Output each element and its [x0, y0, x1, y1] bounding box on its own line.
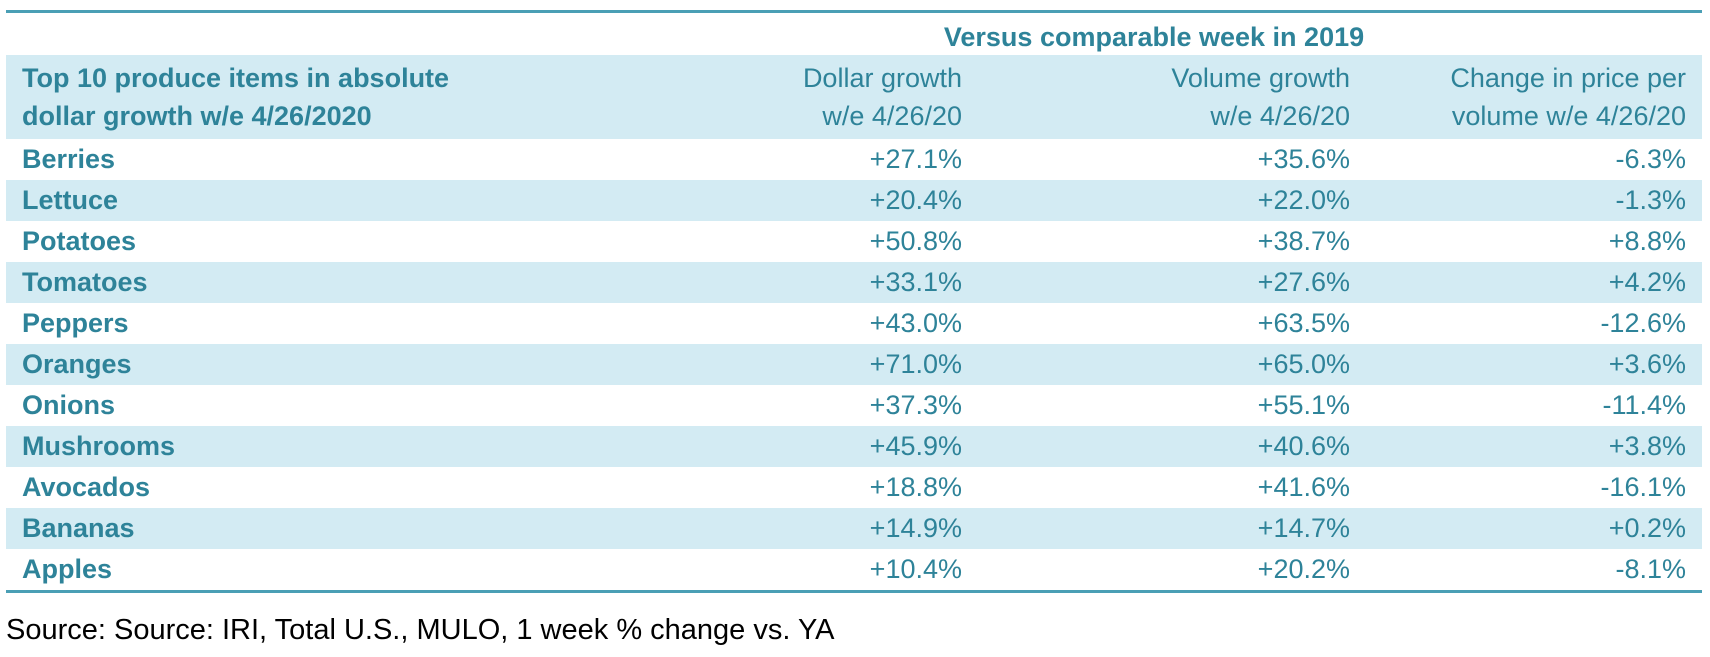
cell-volume-growth: +40.6% [978, 426, 1366, 467]
cell-price-change: +3.8% [1366, 426, 1702, 467]
cell-volume-growth: +20.2% [1257, 554, 1350, 584]
column-header-volume-growth-line-1: Volume growth [1171, 63, 1350, 93]
cell-volume-growth: +27.6% [978, 262, 1366, 303]
cell-price-change: -12.6% [1600, 308, 1686, 338]
source-note: Source: Source: IRI, Total U.S., MULO, 1… [6, 614, 835, 646]
cell-dollar-growth: +45.9% [606, 426, 978, 467]
cell-dollar-growth: +10.4% [869, 554, 962, 584]
cell-dollar-growth: +20.4% [606, 180, 978, 221]
table-row: Bananas +14.9% +14.7% +0.2% [6, 508, 1702, 549]
column-header-item: Top 10 produce items in absolute dollar … [6, 55, 606, 139]
column-header-price-change: Change in price per volume w/e 4/26/20 [1366, 55, 1702, 139]
cell-price-change: -8.1% [1615, 554, 1686, 584]
cell-dollar-growth: +14.9% [606, 508, 978, 549]
cell-price-change: -11.4% [1602, 390, 1686, 420]
cell-dollar-growth: +43.0% [869, 308, 962, 338]
cell-item: Potatoes [22, 226, 137, 256]
cell-volume-growth: +35.6% [1257, 144, 1350, 174]
cell-dollar-growth: +18.8% [869, 472, 962, 502]
table-row: Apples +10.4% +20.2% -8.1% [6, 549, 1702, 590]
table-row: Tomatoes +33.1% +27.6% +4.2% [6, 262, 1702, 303]
cell-item: Berries [22, 144, 116, 174]
column-header-volume-growth-line-2: w/e 4/26/20 [1210, 101, 1350, 131]
column-header-volume-growth: Volume growth w/e 4/26/20 [978, 55, 1366, 139]
cell-volume-growth: +38.7% [1257, 226, 1350, 256]
cell-volume-growth: +41.6% [1257, 472, 1350, 502]
cell-price-change: -1.3% [1366, 180, 1702, 221]
table-row: Avocados +18.8% +41.6% -16.1% [6, 467, 1702, 508]
cell-dollar-growth: +50.8% [869, 226, 962, 256]
column-header-price-change-line-2: volume w/e 4/26/20 [1451, 101, 1686, 131]
cell-dollar-growth: +27.1% [869, 144, 962, 174]
cell-dollar-growth: +37.3% [869, 390, 962, 420]
column-header-row: Top 10 produce items in absolute dollar … [6, 55, 1702, 139]
cell-item: Oranges [6, 344, 606, 385]
cell-volume-growth: +63.5% [1257, 308, 1350, 338]
cell-item: Lettuce [6, 180, 606, 221]
table-body: Berries +27.1% +35.6% -6.3% Lettuce +20.… [6, 139, 1702, 590]
table-row: Oranges +71.0% +65.0% +3.6% [6, 344, 1702, 385]
cell-volume-growth: +65.0% [978, 344, 1366, 385]
column-header-item-line-1: Top 10 produce items in absolute [22, 63, 450, 93]
cell-price-change: +3.6% [1366, 344, 1702, 385]
produce-growth-table: Versus comparable week in 2019 Top 10 pr… [6, 13, 1702, 590]
cell-item: Bananas [6, 508, 606, 549]
column-header-dollar-growth-line-1: Dollar growth [802, 63, 962, 93]
cell-item: Peppers [22, 308, 129, 338]
cell-dollar-growth: +71.0% [606, 344, 978, 385]
table-row: Berries +27.1% +35.6% -6.3% [6, 139, 1702, 180]
cell-volume-growth: +14.7% [978, 508, 1366, 549]
cell-item: Tomatoes [6, 262, 606, 303]
table-row: Potatoes +50.8% +38.7% +8.8% [6, 221, 1702, 262]
cell-price-change: -16.1% [1600, 472, 1686, 502]
table-row: Mushrooms +45.9% +40.6% +3.8% [6, 426, 1702, 467]
cell-price-change: -6.3% [1615, 144, 1686, 174]
super-header-spacer [6, 13, 606, 55]
column-header-dollar-growth: Dollar growth w/e 4/26/20 [606, 55, 978, 139]
column-header-item-line-2: dollar growth w/e 4/26/2020 [22, 101, 372, 131]
cell-item: Apples [22, 554, 113, 584]
table-row: Lettuce +20.4% +22.0% -1.3% [6, 180, 1702, 221]
cell-item: Onions [22, 390, 115, 420]
super-header-row: Versus comparable week in 2019 [6, 13, 1702, 55]
column-header-dollar-growth-line-2: w/e 4/26/20 [822, 101, 962, 131]
cell-item: Mushrooms [6, 426, 606, 467]
table-row: Peppers +43.0% +63.5% -12.6% [6, 303, 1702, 344]
cell-price-change: +8.8% [1608, 226, 1686, 256]
super-header: Versus comparable week in 2019 [943, 22, 1365, 52]
cell-price-change: +0.2% [1366, 508, 1702, 549]
column-header-price-change-line-1: Change in price per [1450, 63, 1686, 93]
cell-volume-growth: +22.0% [978, 180, 1366, 221]
cell-dollar-growth: +33.1% [606, 262, 978, 303]
cell-price-change: +4.2% [1366, 262, 1702, 303]
cell-item: Avocados [22, 472, 151, 502]
cell-volume-growth: +55.1% [1257, 390, 1350, 420]
produce-growth-table-wrap: Versus comparable week in 2019 Top 10 pr… [6, 10, 1702, 593]
table-row: Onions +37.3% +55.1% -11.4% [6, 385, 1702, 426]
